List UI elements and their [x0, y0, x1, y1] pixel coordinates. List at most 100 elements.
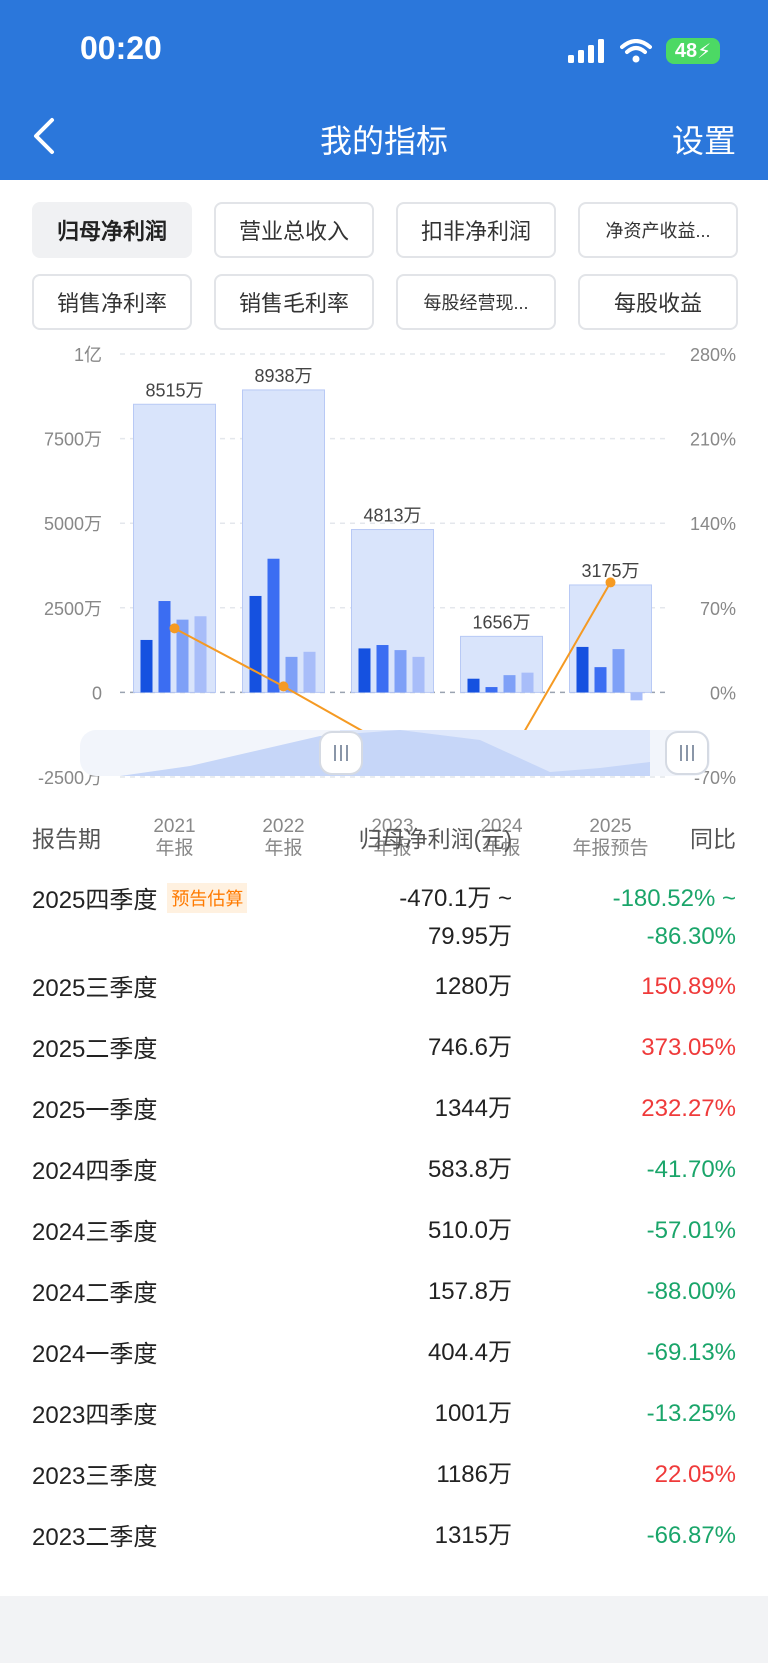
left-axis-tick-label: -2500万: [38, 768, 102, 788]
quarter-bar: [612, 649, 625, 693]
annual-value-label: 8938万: [254, 366, 312, 386]
row-period: 2024四季度: [32, 1158, 158, 1185]
main-content: 归母净利润 营业总收入 扣非净利润 净资产收益... 销售净利率 销售毛利率 每…: [0, 180, 768, 1596]
back-arrow-icon[interactable]: [24, 114, 64, 158]
status-time: 00:20: [80, 30, 162, 66]
tab-deducted-net-profit[interactable]: 扣非净利润: [396, 202, 556, 258]
row-value: 1344万: [434, 1095, 512, 1122]
right-axis-tick-label: 210%: [690, 430, 736, 450]
quarter-bar: [158, 601, 171, 693]
tab-net-profit-attributable[interactable]: 归母净利润: [32, 202, 192, 258]
x-axis-year-label: 2023: [371, 816, 413, 837]
top-header: 00:20 48 ⚡ 我的指标 设置: [0, 0, 768, 180]
header-period: 报告期: [32, 826, 101, 852]
tab-total-revenue[interactable]: 营业总收入: [214, 202, 374, 258]
tab-gross-margin[interactable]: 销售毛利率: [214, 274, 374, 330]
wifi-icon: [620, 39, 652, 63]
row-period: 2023三季度: [32, 1463, 158, 1490]
row-period: 2023二季度: [32, 1524, 158, 1551]
x-axis-year-label: 2021: [153, 816, 195, 837]
x-axis-year-label: 2022: [262, 816, 304, 837]
row-period: 2025四季度 预告估算: [32, 880, 248, 915]
table-header: 报告期 归母净利润(元) 同比: [32, 820, 736, 860]
annual-value-label: 4813万: [363, 506, 421, 526]
row-yoy: -66.87%: [646, 1522, 736, 1549]
row-value: -470.1万 ~ 79.95万: [399, 885, 512, 950]
x-axis-type-label: 年报预告: [572, 837, 648, 859]
annual-value-label: 8515万: [145, 380, 203, 400]
quarter-bar: [503, 675, 516, 693]
row-period: 2024二季度: [32, 1280, 158, 1307]
row-value: 1186万: [436, 1461, 512, 1488]
row-yoy: -180.52% ~ -86.30%: [612, 885, 736, 950]
row-value: 1315万: [434, 1522, 512, 1549]
row-value: 1280万: [434, 973, 512, 1000]
row-period-text: 2025四季度: [32, 887, 158, 914]
left-axis-tick-label: 5000万: [44, 514, 102, 534]
metric-tabs: 归母净利润 营业总收入 扣非净利润 净资产收益... 销售净利率 销售毛利率 每…: [32, 202, 738, 330]
row-value: 157.8万: [427, 1278, 512, 1305]
right-axis-tick-label: 140%: [690, 514, 736, 534]
status-icons: 48 ⚡: [568, 36, 720, 66]
row-value: 510.0万: [427, 1217, 512, 1244]
row-period: 2024一季度: [32, 1341, 158, 1368]
x-axis-type-label: 年报: [155, 837, 193, 859]
right-axis-tick-label: 280%: [690, 345, 736, 365]
row-period: 2025二季度: [32, 1036, 158, 1063]
row-yoy: 373.05%: [641, 1034, 736, 1061]
row-period: 2025三季度: [32, 975, 158, 1002]
quarter-bar: [576, 646, 589, 693]
scroller-right-handle[interactable]: [665, 731, 709, 775]
scroller-left-handle[interactable]: [319, 731, 363, 775]
quarter-bar: [176, 619, 189, 693]
left-axis-tick-label: 2500万: [44, 599, 102, 619]
quarter-bar: [376, 645, 389, 693]
header-yoy: 同比: [690, 826, 736, 852]
right-axis-tick-label: -70%: [694, 768, 736, 788]
x-axis-year-label: 2025: [589, 816, 631, 837]
yoy-point: [605, 577, 616, 588]
row-period: 2024三季度: [32, 1219, 158, 1246]
row-yoy: -88.00%: [646, 1278, 736, 1305]
x-axis-type-label: 年报: [482, 837, 520, 859]
settings-button[interactable]: 设置: [671, 123, 736, 159]
profit-chart: 1亿 280% 7500万 210% 5000万 140% 2500万 70% 0 0% -2500…: [38, 345, 736, 859]
row-yoy: -57.01%: [646, 1217, 736, 1244]
tab-operating-cashflow-per-share[interactable]: 每股经营现...: [396, 274, 556, 330]
range-scroller[interactable]: [80, 730, 710, 780]
right-axis-tick-label: 0%: [710, 683, 736, 703]
signal-icon: [568, 39, 604, 63]
quarter-bar: [267, 558, 280, 693]
header-value: 归母净利润(元): [358, 826, 512, 852]
row-yoy: 232.27%: [641, 1095, 736, 1122]
quarter-bar: [485, 687, 498, 693]
quarter-bar: [467, 678, 480, 693]
tab-roe[interactable]: 净资产收益...: [578, 202, 738, 258]
row-period: 2025一季度: [32, 1097, 158, 1124]
x-axis-type-label: 年报: [264, 837, 302, 859]
forecast-badge: 预告估算: [167, 883, 248, 913]
page-title: 我的指标: [319, 123, 448, 159]
battery-level: 48: [674, 39, 698, 62]
row-value: 746.6万: [427, 1034, 512, 1061]
right-axis-tick-label: 70%: [700, 599, 736, 619]
row-yoy: 22.05%: [654, 1461, 736, 1488]
quarter-bar: [140, 639, 153, 693]
scroller-preview-area: [120, 730, 650, 776]
row-period: 2023四季度: [32, 1402, 158, 1429]
annual-value-label: 3175万: [581, 561, 639, 581]
quarter-bar: [521, 672, 534, 693]
quarter-bar: [630, 692, 643, 701]
tab-eps[interactable]: 每股收益: [578, 274, 738, 330]
yoy-point: [278, 681, 289, 692]
row-value: 404.4万: [427, 1339, 512, 1366]
quarter-bar: [194, 616, 207, 693]
left-axis-tick-label: 0: [92, 683, 102, 703]
quarter-bar: [412, 656, 425, 693]
row-yoy: -69.13%: [646, 1339, 736, 1366]
quarter-bar: [285, 656, 298, 693]
tab-net-profit-margin[interactable]: 销售净利率: [32, 274, 192, 330]
quarter-bar: [358, 648, 371, 693]
row-yoy: -41.70%: [646, 1156, 736, 1183]
